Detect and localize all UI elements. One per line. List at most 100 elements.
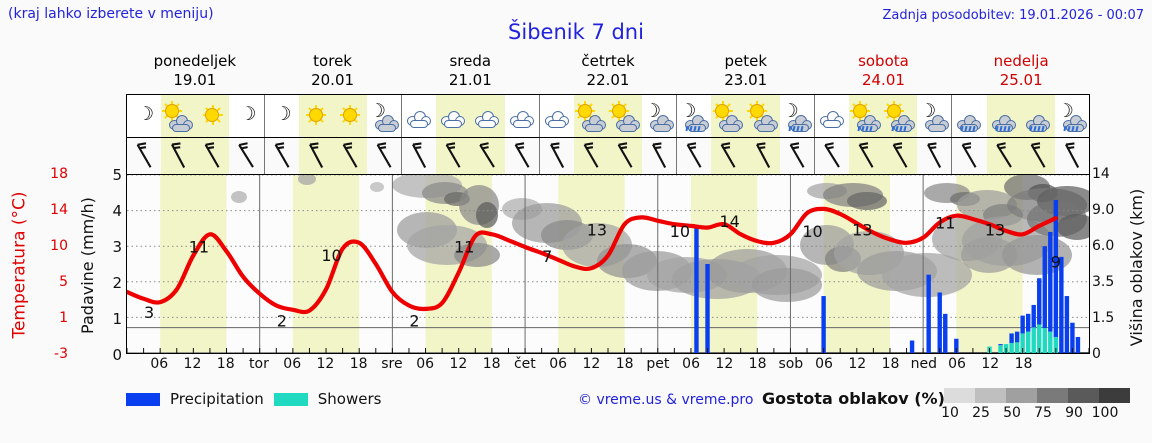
hour-label-18-14: 18: [615, 356, 634, 372]
moon-shape: ☽: [239, 103, 257, 125]
cloud-height-tick-6.0: 6.0: [1092, 238, 1115, 254]
hour-label-12-9: 12: [449, 356, 468, 372]
precipitation-tick-0: 0: [112, 346, 122, 364]
moon-shape: ☽: [137, 103, 155, 125]
precipitation-axis-title: Padavine (mm/h): [74, 175, 100, 355]
hour-label-18-22: 18: [881, 356, 900, 372]
rain-drop: [1063, 125, 1067, 132]
day-header-2: sreda 21.01: [401, 52, 539, 92]
wind-cell-15: [642, 138, 676, 174]
cloud-puff: [722, 124, 741, 132]
moon-shape: ☽: [274, 103, 292, 125]
weather-icon-cell-21: [848, 95, 884, 137]
sun-cloud-icon: [575, 101, 606, 132]
weather-icon-cell-1: [161, 95, 196, 137]
moon-cloud-icon: ☽: [644, 101, 675, 132]
wind-cell-25: [986, 138, 1021, 174]
day-name: ponedeljek: [153, 52, 237, 70]
hour-label-12-1: 12: [183, 356, 202, 372]
svg-text:7: 7: [542, 247, 552, 266]
hour-label-12-21: 12: [848, 356, 867, 372]
sun-disc: [853, 104, 868, 118]
cloud-puff: [822, 120, 841, 128]
wind-cell-11: [505, 138, 539, 174]
sun-icon: [301, 101, 331, 131]
cloud-puff: [860, 124, 879, 132]
precipitation-axis-title-label: Padavine (mm/h): [77, 196, 97, 334]
moon-icon: ☽: [129, 101, 159, 131]
wind-cell-8: [401, 138, 436, 174]
weather-icon-cell-20: [813, 95, 849, 137]
hour-label-06-0: 06: [150, 356, 169, 372]
svg-text:11: 11: [454, 237, 474, 256]
hour-label-pet-15: pet: [646, 356, 670, 372]
sun-cloud-rain-icon: [884, 101, 916, 132]
cloud-density-swatch-50: [1006, 388, 1037, 403]
wind-cell-10: [470, 138, 505, 174]
cloud-density-swatch-25: [975, 388, 1006, 403]
day-name: torek: [313, 52, 352, 70]
weather-icon-cell-8: [401, 95, 437, 137]
cloud-puff: [478, 120, 497, 128]
cloud-density-tick-90: 90: [1065, 405, 1083, 421]
cloud-density-tick-100: 100: [1091, 405, 1119, 421]
wind-cell-16: [676, 138, 711, 174]
cloud-height-tick-1.5: 1.5: [1092, 310, 1115, 326]
day-header-3: četrtek 22.01: [539, 52, 677, 92]
moon-cloud-rain-icon: ☽: [782, 101, 812, 132]
cloud-rain-icon: [954, 101, 984, 132]
svg-text:9: 9: [1051, 252, 1061, 271]
hour-label-06-4: 06: [283, 356, 302, 372]
day-date: 24.01: [861, 71, 905, 89]
meteogram-plot: 3 11 2 10 2 11 7 13 10 14 10 13 11 13 9: [126, 174, 1090, 354]
temperature-tick-10: 10: [50, 238, 68, 254]
cloud-rain-icon: [989, 101, 1019, 132]
sun-ray: [171, 101, 174, 106]
hour-label-sob-19: sob: [778, 356, 804, 372]
sun-ray: [584, 101, 587, 106]
precipitation-tick-1: 1: [112, 310, 122, 328]
weather-icon-cell-18: [745, 95, 780, 137]
hour-label-12-13: 12: [582, 356, 601, 372]
wind-cell-0: [127, 138, 161, 174]
cloud-icon: [817, 101, 847, 131]
svg-text:2: 2: [409, 312, 419, 331]
weather-icon-cell-22: [883, 95, 918, 137]
svg-text:10: 10: [321, 246, 341, 265]
weather-icon-cell-2: [195, 95, 230, 137]
cloud-height-axis-title: Višina oblakov (km): [1124, 175, 1150, 360]
wind-cell-18: [745, 138, 780, 174]
showers-legend-swatch: [273, 392, 308, 406]
svg-text:11: 11: [189, 237, 209, 256]
sun-cloud-icon: [609, 101, 641, 132]
sun-disc: [308, 108, 323, 122]
cloud-puff: [619, 124, 638, 132]
svg-text:10: 10: [802, 222, 822, 241]
weather-icon-cell-15: ☽: [642, 95, 677, 137]
svg-text:11: 11: [935, 213, 955, 232]
copyright-text[interactable]: © vreme.us & vreme.pro: [578, 392, 754, 408]
svg-text:13: 13: [587, 220, 607, 239]
svg-text:13: 13: [852, 220, 872, 239]
weather-icon-cell-26: [1020, 95, 1055, 137]
sun-disc: [165, 104, 180, 118]
cloud-puff: [894, 124, 913, 132]
hour-label-06-12: 06: [549, 356, 568, 372]
menu-hint-text: (kraj lahko izberete v meniju): [8, 6, 214, 22]
moon-cloud-icon: ☽: [919, 101, 950, 132]
temperature-axis-ticks: 18 14 10 5 1 -3: [34, 165, 68, 365]
cloud-density-tick-labels: 10 25 50 75 90 100: [934, 405, 1152, 423]
temperature-tick-14: 14: [50, 202, 68, 218]
weather-icon-cell-0: ☽: [127, 95, 162, 137]
hour-label-18-26: 18: [1014, 356, 1033, 372]
hour-label-tor-3: tor: [249, 356, 269, 372]
svg-text:14: 14: [719, 212, 739, 231]
sun-disc: [749, 104, 764, 118]
series-legend: Precipitation Showers: [126, 388, 381, 410]
precipitation-tick-4: 4: [112, 202, 122, 220]
wind-cell-6: [332, 138, 367, 174]
cloud-puff: [928, 124, 947, 132]
weather-icon-cell-16: ☽: [676, 95, 712, 137]
sun-ray: [618, 101, 621, 106]
sun-ray: [893, 101, 896, 106]
